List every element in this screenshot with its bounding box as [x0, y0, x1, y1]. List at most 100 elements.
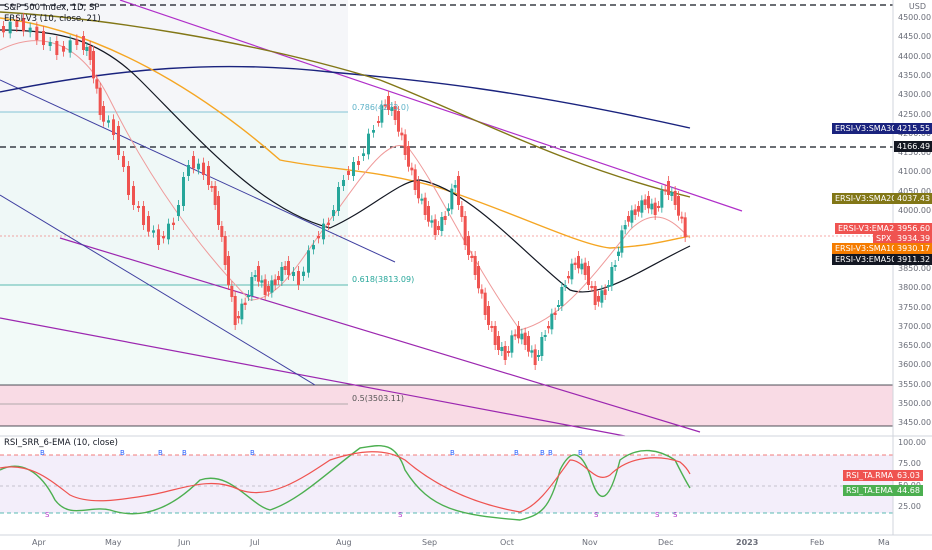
- candle-body: [493, 326, 497, 345]
- candle-body: [413, 169, 417, 190]
- candle-body: [162, 236, 165, 239]
- candle-body: [247, 295, 250, 297]
- candle-body: [500, 347, 504, 351]
- time-tick: Oct: [500, 538, 514, 547]
- ema50-value: 3911.32: [894, 254, 932, 265]
- candle-body: [530, 350, 534, 353]
- ema50-line: [0, 29, 691, 293]
- candle-body: [68, 40, 72, 53]
- candle-body: [383, 104, 387, 107]
- sma300-line: [0, 65, 691, 129]
- candle-body: [362, 153, 365, 156]
- candle-body: [177, 205, 180, 216]
- rsi-rma-tag: RSI_TA.RMA: [843, 470, 897, 481]
- candle-body: [142, 206, 145, 225]
- candle-body: [283, 266, 287, 270]
- price-tick: 4300.00: [898, 90, 932, 100]
- time-tick: 2023: [736, 538, 759, 547]
- candle-body: [220, 226, 224, 237]
- candle-body: [457, 176, 460, 205]
- candle-body: [55, 41, 59, 55]
- candle-body: [22, 18, 25, 32]
- candle-body: [327, 222, 330, 225]
- candle-body: [623, 225, 627, 230]
- rsi-ema-value: 44.68: [894, 485, 923, 496]
- candle-body: [213, 186, 217, 205]
- price-tick: 4100.00: [898, 167, 932, 177]
- price-tick: 3500.00: [898, 399, 932, 408]
- candle-body: [667, 181, 670, 195]
- candle-body: [450, 188, 454, 210]
- candle-body: [372, 130, 375, 133]
- candle-body: [132, 186, 135, 205]
- candle-body: [107, 120, 110, 123]
- candle-body: [367, 133, 370, 155]
- time-tick: May: [105, 538, 122, 547]
- candle-body: [423, 197, 427, 215]
- candle-body: [510, 335, 514, 353]
- candle-body: [490, 326, 494, 328]
- candle-body: [677, 196, 680, 216]
- candle-body: [207, 166, 210, 185]
- candle-body: [537, 355, 540, 357]
- candle-body: [527, 336, 530, 352]
- sma300-tag: ERSI-V3:SMA300: [832, 123, 905, 134]
- candle-body: [15, 20, 19, 27]
- rsi-ema-tag: RSI_TA.EMA: [843, 485, 896, 496]
- rsi-rma-value: 63.03: [894, 470, 923, 481]
- rsi-legend[interactable]: RSI_SRR_6-EMA (10, close): [4, 438, 118, 448]
- candle-body: [137, 206, 140, 208]
- candle-body: [337, 187, 340, 211]
- rsi-signal-marker: B: [182, 449, 187, 457]
- candle-body: [567, 276, 570, 279]
- rsi-tick: 75.00: [898, 459, 921, 468]
- sma300-value: 4215.55: [894, 123, 932, 134]
- candle-body: [400, 132, 404, 136]
- candle-body: [680, 216, 684, 219]
- candle-body: [270, 280, 274, 293]
- candlesticks: [2, 13, 687, 370]
- candle-body: [593, 286, 597, 305]
- candle-body: [607, 285, 610, 287]
- candle-body: [277, 276, 280, 280]
- candle-body: [390, 107, 394, 111]
- candle-body: [653, 202, 657, 215]
- candle-body: [112, 119, 115, 135]
- candle-body: [202, 162, 205, 175]
- candle-body: [517, 326, 520, 339]
- candle-body: [317, 236, 320, 239]
- candle-body: [263, 279, 267, 295]
- indicator-legend[interactable]: ERSI-V3 (10, close, 21): [4, 14, 101, 24]
- candle-body: [547, 326, 550, 329]
- candle-body: [292, 272, 295, 276]
- candle-body: [352, 162, 355, 176]
- candle-body: [650, 203, 654, 210]
- candle-body: [630, 210, 634, 223]
- candle-body: [583, 262, 587, 275]
- rsi-signal-marker: B: [578, 449, 583, 457]
- candle-body: [673, 191, 677, 205]
- price-tick: 4500.00: [898, 13, 932, 22]
- candle-body: [197, 163, 200, 170]
- candle-body: [657, 206, 660, 208]
- candle-body: [157, 229, 160, 245]
- price-tick: 4150.00: [898, 148, 932, 158]
- candle-body: [172, 222, 175, 225]
- candle-body: [440, 217, 444, 231]
- candle-body: [88, 46, 92, 60]
- candle-body: [670, 192, 674, 196]
- rsi-tick: 25.00: [898, 502, 921, 511]
- candle-body: [597, 296, 600, 302]
- symbol-legend[interactable]: S&P 500 Index, 1D, SP: [4, 3, 100, 13]
- rsi-signal-marker: B: [540, 449, 545, 457]
- channel-upper: [119, 0, 743, 212]
- candle-body: [420, 198, 424, 201]
- candle-body: [217, 196, 220, 225]
- fib-786-label: 0.786(4273.0): [352, 103, 410, 112]
- rsi-ema-line: [0, 445, 691, 521]
- price-tick: 3850.00: [898, 263, 932, 273]
- candle-body: [683, 217, 687, 237]
- fib-618-label: 0.618(3813.09): [352, 275, 415, 284]
- candle-body: [35, 26, 39, 40]
